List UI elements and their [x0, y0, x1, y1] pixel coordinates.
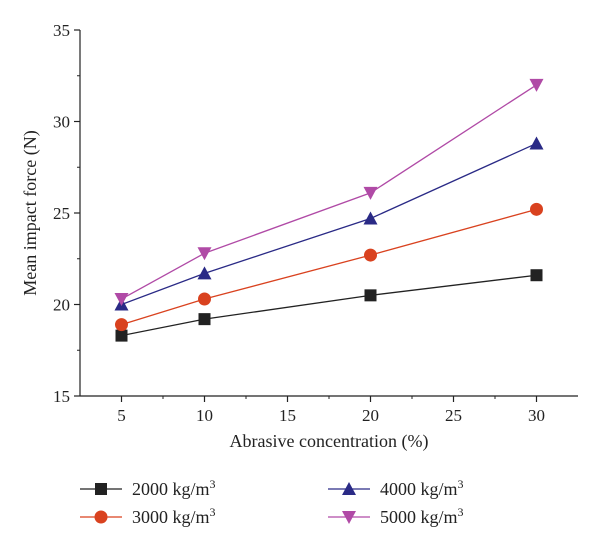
- data-point: [198, 292, 211, 306]
- legend-label-superscript: 3: [458, 505, 464, 519]
- legend-label-text: 4000 kg/m: [380, 479, 458, 499]
- legend-label-text: 2000 kg/m: [132, 479, 210, 499]
- series-4: [114, 78, 544, 307]
- data-point: [529, 136, 544, 150]
- legend-label: 3000 kg/m3: [132, 505, 216, 527]
- series-3: [114, 136, 544, 311]
- data-point: [530, 202, 543, 216]
- data-point: [197, 247, 212, 261]
- y-tick-label: 20: [53, 296, 70, 315]
- x-tick-label: 20: [362, 406, 379, 425]
- legend-label-text: 5000 kg/m: [380, 507, 458, 527]
- x-axis-title: Abrasive concentration (%): [230, 431, 429, 452]
- data-point: [364, 289, 377, 302]
- data-point: [114, 293, 129, 307]
- y-tick-label: 25: [53, 204, 70, 223]
- y-tick-label: 35: [53, 21, 70, 40]
- legend-marker: [95, 483, 107, 495]
- legend-item: 4000 kg/m3: [328, 477, 464, 499]
- legend-label-superscript: 3: [458, 477, 464, 491]
- series-line: [121, 208, 537, 326]
- legend-label: 4000 kg/m3: [380, 477, 464, 499]
- x-tick-label: 30: [528, 406, 545, 425]
- data-point: [115, 318, 128, 332]
- data-point: [363, 211, 378, 225]
- data-point: [198, 313, 211, 326]
- x-tick-label: 25: [445, 406, 462, 425]
- series-line: [121, 84, 537, 300]
- data-point: [364, 248, 377, 262]
- legend-label-superscript: 3: [210, 505, 216, 519]
- y-tick-label: 15: [53, 387, 70, 406]
- legend-label-text: 3000 kg/m: [132, 507, 210, 527]
- series-line: [121, 142, 537, 306]
- legend-item: 3000 kg/m3: [80, 505, 216, 527]
- series-1: [115, 269, 543, 342]
- legend-label: 2000 kg/m3: [132, 477, 216, 499]
- series-line: [121, 274, 537, 337]
- x-tick-label: 10: [196, 406, 213, 425]
- data-point: [363, 186, 378, 200]
- legend-marker: [342, 511, 356, 524]
- y-axis-title: Mean impact force (N): [20, 130, 41, 295]
- data-point: [197, 266, 212, 280]
- data-point: [115, 329, 128, 342]
- series-2: [115, 202, 543, 332]
- data-point: [529, 78, 544, 92]
- ticks: 5 10 15 20 25 30 15 20 25 30 35: [53, 21, 545, 425]
- legend-marker: [342, 482, 356, 495]
- y-tick-label: 30: [53, 113, 70, 132]
- legend-item: 5000 kg/m3: [328, 505, 464, 527]
- legend-label: 5000 kg/m3: [380, 505, 464, 527]
- legend-label-superscript: 3: [210, 477, 216, 491]
- data-point: [530, 269, 543, 282]
- x-tick-label: 15: [279, 406, 296, 425]
- x-tick-label: 5: [117, 406, 126, 425]
- legend-marker: [94, 510, 108, 524]
- series-layer: [114, 78, 544, 342]
- axes: [79, 30, 578, 397]
- legend-item: 2000 kg/m3: [80, 477, 216, 499]
